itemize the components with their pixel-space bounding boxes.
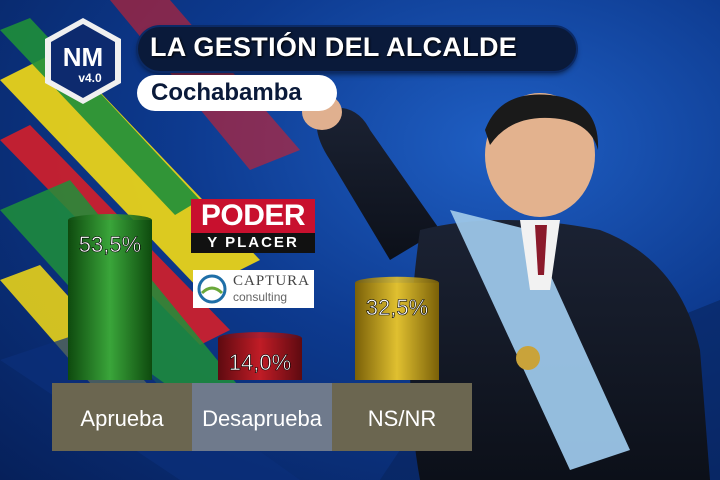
- captura-icon: [197, 274, 227, 304]
- category-box: [52, 383, 192, 451]
- bar-cap: [68, 214, 152, 226]
- captura-name: CAPTURA: [233, 273, 311, 289]
- captura-subtext: consulting: [233, 290, 288, 304]
- bar-aprueba: [68, 220, 152, 380]
- svg-text:v4.0: v4.0: [78, 71, 102, 85]
- category-box: [192, 383, 332, 451]
- subtitle-bar: [137, 75, 337, 111]
- value-label: 14,0%: [229, 350, 291, 375]
- bar-nsnr: [355, 282, 439, 380]
- mayor-photo: [302, 93, 710, 480]
- category-label: Desaprueba: [202, 406, 323, 431]
- title-bar: [138, 27, 576, 71]
- bar-cap: [218, 332, 302, 345]
- category-label: Aprueba: [80, 406, 164, 431]
- svg-text:NM: NM: [63, 42, 103, 72]
- placer-logo-text: Y PLACER: [191, 233, 315, 253]
- bar-desaprueba: [218, 338, 302, 380]
- value-label: 32,5%: [366, 295, 428, 320]
- nm-logo: NM v4.0: [45, 18, 121, 104]
- poder-logo-text: PODER: [191, 199, 315, 233]
- category-box: [332, 383, 472, 451]
- category-label: NS/NR: [368, 406, 436, 431]
- value-label: 53,5%: [79, 232, 141, 257]
- page-title: LA GESTIÓN DEL ALCALDE: [150, 32, 518, 62]
- bar-cap: [355, 276, 439, 289]
- page-subtitle: Cochabamba: [151, 79, 302, 106]
